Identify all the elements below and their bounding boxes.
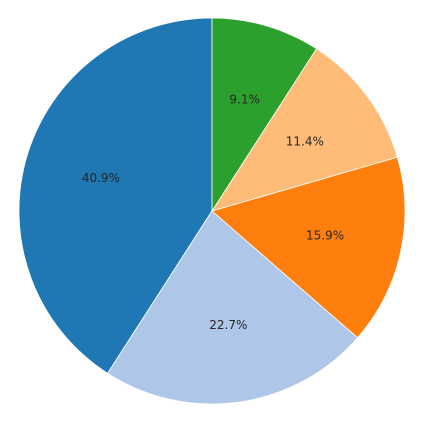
pie-slice (107, 210, 358, 405)
pie-slice (18, 17, 213, 374)
pie-slice (211, 48, 398, 212)
pie-slice (211, 156, 406, 339)
slice-label: 40.9% (82, 171, 120, 185)
slice-label: 22.7% (209, 318, 247, 332)
slice-label: 9.1% (229, 92, 260, 106)
slice-label: 11.4% (286, 134, 324, 148)
pie-slice (211, 17, 317, 212)
slice-label: 15.9% (306, 228, 344, 242)
